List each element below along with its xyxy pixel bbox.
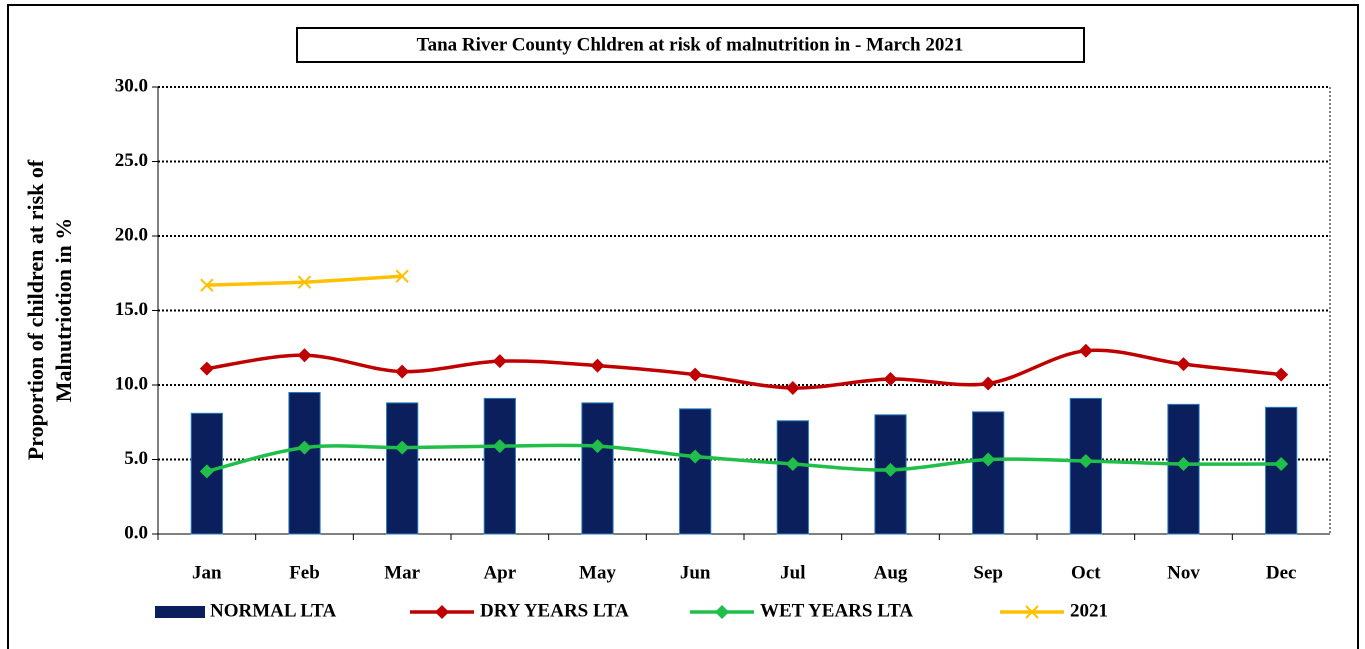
x-tick-label: Oct bbox=[1071, 562, 1101, 583]
legend-label: DRY YEARS LTA bbox=[480, 600, 629, 621]
bar bbox=[1167, 403, 1200, 535]
line-marker bbox=[1176, 456, 1191, 471]
line-marker bbox=[981, 376, 996, 391]
line-marker bbox=[395, 269, 409, 283]
x-tick-label: Nov bbox=[1167, 562, 1200, 583]
line-marker bbox=[297, 440, 312, 455]
line-marker bbox=[688, 449, 703, 464]
line bbox=[206, 443, 1282, 474]
bar bbox=[483, 397, 516, 535]
line-marker bbox=[297, 348, 312, 363]
line-marker bbox=[395, 440, 410, 455]
bar bbox=[679, 408, 712, 535]
y-tick-label: 20.0 bbox=[115, 224, 148, 245]
y-tick-label: 15.0 bbox=[115, 299, 148, 320]
legend-marker bbox=[715, 605, 729, 619]
y-axis-label: Malnutriotion in % bbox=[51, 218, 76, 403]
bar bbox=[386, 402, 419, 535]
line bbox=[206, 348, 1282, 390]
line-marker bbox=[1274, 367, 1289, 382]
line-marker bbox=[199, 361, 214, 376]
x-tick-label: Dec bbox=[1266, 562, 1297, 583]
line-marker bbox=[395, 364, 410, 379]
line-marker bbox=[590, 358, 605, 373]
y-tick-label: 10.0 bbox=[115, 373, 148, 394]
line-marker bbox=[1176, 357, 1191, 372]
legend-label: WET YEARS LTA bbox=[760, 600, 913, 621]
legend-swatch bbox=[155, 606, 205, 618]
bar bbox=[581, 402, 614, 535]
bar bbox=[776, 420, 809, 535]
line-marker bbox=[883, 372, 898, 387]
x-tick-label: Feb bbox=[289, 562, 320, 583]
x-tick-label: May bbox=[579, 562, 616, 583]
line-marker bbox=[492, 354, 507, 369]
x-tick-label: Jul bbox=[780, 562, 805, 583]
legend-label: NORMAL LTA bbox=[210, 600, 336, 621]
line-marker bbox=[492, 439, 507, 454]
x-tick-label: Aug bbox=[874, 562, 908, 583]
x-tick-label: Jun bbox=[680, 562, 711, 583]
line-marker bbox=[785, 456, 800, 471]
y-tick-label: 25.0 bbox=[115, 150, 148, 171]
legend-label: 2021 bbox=[1070, 600, 1108, 621]
line-marker bbox=[1274, 456, 1289, 471]
line-marker bbox=[1078, 343, 1093, 358]
line-marker bbox=[590, 439, 605, 454]
x-tick-label: Apr bbox=[483, 562, 516, 583]
y-axis-label: Proportion of children at risk of bbox=[23, 159, 48, 460]
line-marker bbox=[297, 275, 312, 289]
y-tick-label: 0.0 bbox=[124, 522, 148, 543]
line-marker bbox=[199, 464, 214, 479]
title-box bbox=[296, 27, 1085, 63]
chart-frame bbox=[7, 4, 1359, 649]
line-marker bbox=[785, 380, 800, 395]
line-marker bbox=[1078, 453, 1093, 468]
chart-title: Tana River County Chldren at risk of mal… bbox=[417, 34, 964, 55]
y-tick-label: 5.0 bbox=[124, 448, 148, 469]
legend-marker bbox=[435, 605, 449, 619]
line-marker bbox=[200, 278, 214, 292]
x-tick-label: Jan bbox=[192, 562, 222, 583]
line bbox=[206, 274, 403, 287]
line-marker bbox=[883, 462, 898, 477]
bar bbox=[288, 391, 321, 535]
line-marker bbox=[688, 367, 703, 382]
x-tick-label: Sep bbox=[973, 562, 1003, 583]
legend-marker bbox=[1025, 605, 1039, 619]
bar bbox=[972, 411, 1005, 535]
x-tick-label: Mar bbox=[384, 562, 420, 583]
line-marker bbox=[981, 452, 996, 467]
y-tick-label: 30.0 bbox=[115, 75, 148, 96]
